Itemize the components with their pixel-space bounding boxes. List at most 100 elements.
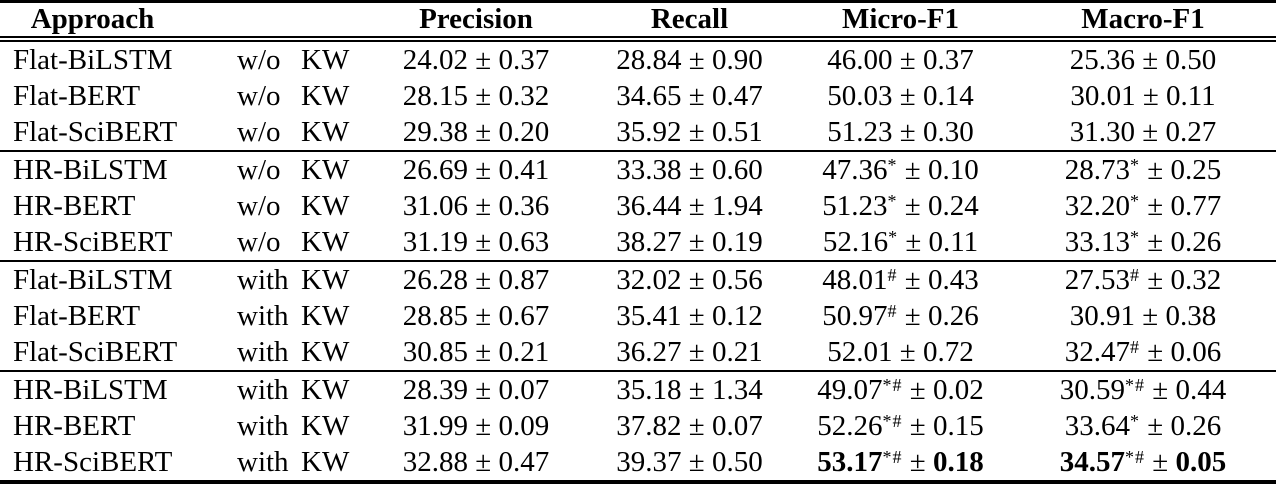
plus-minus: ± [897, 189, 928, 222]
plus-minus: ± [892, 335, 923, 368]
metric-value: 52.26 [817, 409, 883, 442]
metric-stddev: 0.24 [927, 189, 979, 222]
metric-value: 50.03 [827, 79, 893, 112]
significance-superscript: * [1130, 226, 1141, 247]
macro-f1-cell: 30.01 ± 0.11 [1010, 78, 1276, 114]
plus-minus: ± [681, 43, 712, 76]
metric-value: 34.57 [1059, 445, 1126, 478]
precision-cell: 28.15 ± 0.32 [364, 78, 588, 114]
plus-minus: ± [1140, 263, 1171, 296]
approach-label: Flat-BiLSTM [13, 263, 173, 296]
plus-minus: ± [468, 373, 499, 406]
metric-value: 32.47 [1064, 335, 1131, 368]
metric-stddev: 0.63 [498, 225, 550, 258]
plus-minus: ± [892, 79, 923, 112]
plus-minus: ± [1135, 115, 1166, 148]
plus-minus: ± [1135, 43, 1166, 76]
recall-cell: 36.44 ± 1.94 [588, 188, 791, 224]
metric-stddev: 0.77 [1170, 189, 1222, 222]
plus-minus: ± [897, 153, 928, 186]
plus-minus: ± [681, 225, 712, 258]
recall-cell: 36.27 ± 0.21 [588, 334, 791, 371]
recall-cell: 34.65 ± 0.47 [588, 78, 791, 114]
plus-minus: ± [468, 189, 499, 222]
metric-value: 33.13 [1064, 225, 1131, 258]
kw-label: KW [301, 409, 350, 442]
metric-stddev: 0.37 [922, 43, 974, 76]
metric-value: 37.82 [616, 409, 682, 442]
approach-label: Flat-SciBERT [13, 115, 178, 148]
metric-value: 24.02 [402, 43, 469, 76]
micro-f1-cell: 46.00 ± 0.37 [791, 39, 1010, 78]
metric-value: 36.27 [616, 335, 682, 368]
significance-superscript: *# [1125, 446, 1146, 467]
micro-f1-cell: 47.36* ± 0.10 [791, 150, 1010, 188]
table-row: HR-BiLSTM with KW 28.39 ± 0.07 35.18 ± 1.… [0, 370, 1276, 408]
metric-stddev: 0.15 [932, 409, 984, 442]
significance-superscript: # [1130, 264, 1141, 285]
metric-value: 32.20 [1064, 189, 1131, 222]
micro-f1-cell: 48.01# ± 0.43 [791, 260, 1010, 298]
metric-value: 30.01 [1070, 79, 1136, 112]
plus-minus: ± [1135, 79, 1166, 112]
metric-stddev: 1.94 [711, 189, 763, 222]
metric-value: 52.16 [822, 225, 889, 258]
kw-prefix-label: with [237, 335, 289, 368]
macro-f1-cell: 28.73* ± 0.25 [1010, 150, 1276, 188]
metric-stddev: 0.18 [932, 445, 984, 478]
approach-label: HR-BiLSTM [13, 373, 168, 406]
plus-minus: ± [892, 115, 923, 148]
macro-f1-cell: 31.30 ± 0.27 [1010, 114, 1276, 151]
approach-cell: HR-BiLSTM [0, 370, 185, 408]
kw-label: KW [301, 115, 350, 148]
table-header: Approach Precision Recall Micro-F1 Macro… [0, 1, 1276, 42]
metric-value: 29.38 [402, 115, 469, 148]
metric-stddev: 0.25 [1170, 153, 1222, 186]
plus-minus: ± [1140, 225, 1171, 258]
plus-minus: ± [681, 409, 712, 442]
approach-cell: Flat-BERT [0, 78, 185, 114]
plus-minus: ± [681, 115, 712, 148]
metric-value: 34.65 [616, 79, 682, 112]
metric-value: 26.69 [402, 153, 469, 186]
plus-minus: ± [897, 263, 928, 296]
metric-stddev: 0.27 [1165, 115, 1217, 148]
significance-superscript: * [1130, 154, 1141, 175]
plus-minus: ± [681, 299, 712, 332]
table-row: Flat-BERT w/o KW 28.15 ± 0.32 34.65 ± 0.4… [0, 78, 1276, 114]
metric-stddev: 0.11 [928, 225, 979, 258]
metric-stddev: 0.21 [498, 335, 550, 368]
approach-label: HR-SciBERT [13, 225, 173, 258]
metric-stddev: 0.05 [1175, 445, 1227, 478]
table-row: Flat-BiLSTM w/o KW 24.02 ± 0.37 28.84 ± 0… [0, 39, 1276, 78]
metric-value: 30.85 [402, 335, 469, 368]
kw-cell: with KW [185, 298, 364, 334]
col-header-macro-f1: Macro-F1 [1010, 1, 1276, 42]
plus-minus: ± [468, 445, 499, 478]
metric-stddev: 0.26 [927, 299, 979, 332]
kw-cell: with KW [185, 408, 364, 444]
macro-f1-cell: 34.57*# ± 0.05 [1010, 444, 1276, 482]
precision-cell: 29.38 ± 0.20 [364, 114, 588, 151]
metric-value: 28.15 [402, 79, 469, 112]
metric-value: 28.39 [402, 373, 469, 406]
metric-value: 31.30 [1069, 115, 1136, 148]
metric-value: 28.84 [616, 43, 682, 76]
precision-cell: 31.19 ± 0.63 [364, 224, 588, 261]
approach-label: HR-BERT [13, 409, 136, 442]
table-row: Flat-BERT with KW 28.85 ± 0.67 35.41 ± 0.… [0, 298, 1276, 334]
approach-label: HR-BERT [13, 189, 136, 222]
micro-f1-cell: 51.23* ± 0.24 [791, 188, 1010, 224]
macro-f1-cell: 25.36 ± 0.50 [1010, 39, 1276, 78]
kw-prefix-label: with [237, 263, 289, 296]
plus-minus: ± [892, 43, 923, 76]
significance-superscript: * [1130, 190, 1141, 211]
approach-cell: Flat-BERT [0, 298, 185, 334]
kw-cell: w/o KW [185, 114, 364, 151]
plus-minus: ± [1140, 153, 1171, 186]
precision-cell: 24.02 ± 0.37 [364, 39, 588, 78]
metric-stddev: 0.90 [711, 43, 763, 76]
col-header-recall: Recall [588, 1, 791, 42]
table-body: Flat-BiLSTM w/o KW 24.02 ± 0.37 28.84 ± 0… [0, 39, 1276, 482]
kw-label: KW [301, 299, 350, 332]
